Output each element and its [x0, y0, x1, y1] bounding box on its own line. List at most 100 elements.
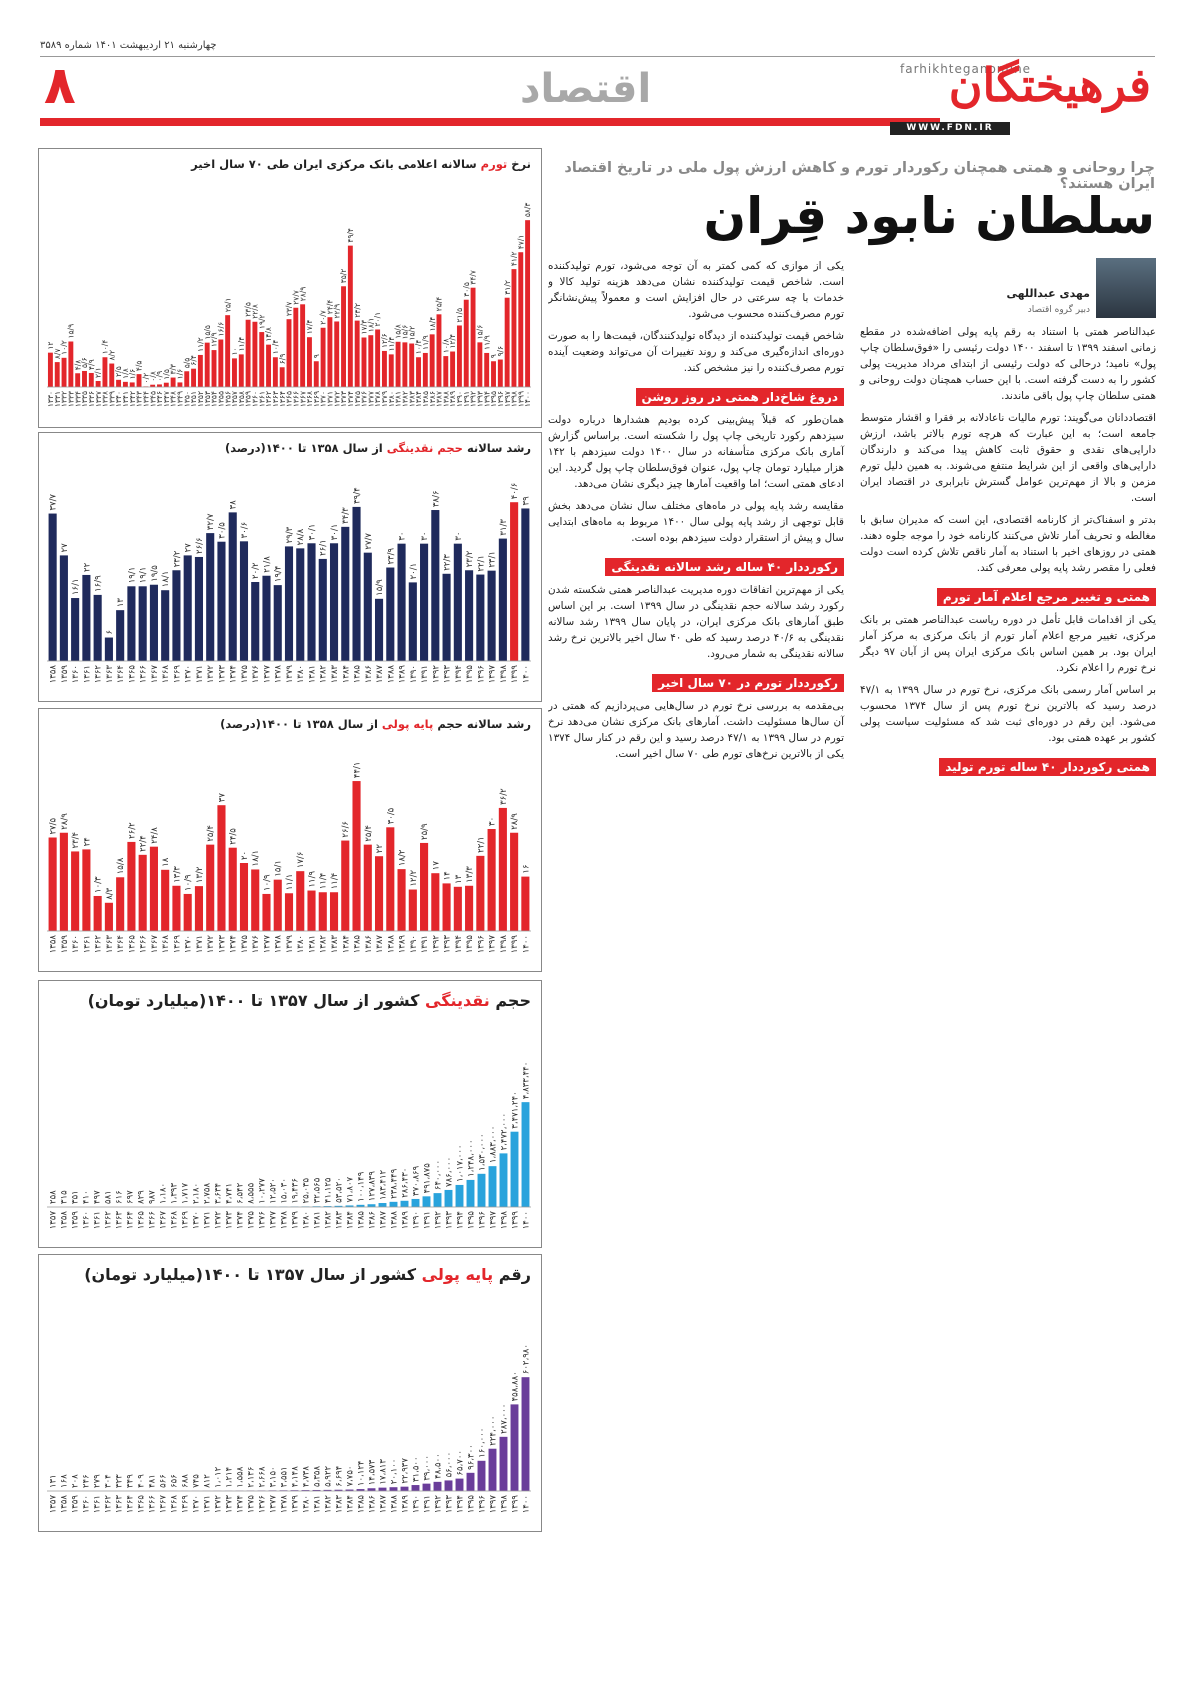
bar [389, 1487, 398, 1491]
x-tick-label: ۱۳۷۱ [202, 1495, 212, 1513]
bar [363, 552, 372, 661]
bar [184, 371, 190, 387]
data-label: ۲۸۶،۴۳۰ [400, 1168, 410, 1198]
x-tick-label: ۱۳۷۷ [268, 1495, 278, 1514]
x-tick-label: ۱۳۸۰ [301, 1495, 311, 1513]
headline: سلطان نابود قِران [703, 187, 1155, 245]
paragraph: اقتصاددانان می‌گویند: تورم مالیات ناعادل… [860, 412, 1156, 504]
x-tick-label: ۱۳۹۴ [455, 1495, 465, 1513]
x-tick-label: ۱۳۷۹ [380, 391, 389, 407]
chart-title-part: سالانه اعلامی بانک مرکزی ایران طی ۷۰ سال… [191, 157, 481, 171]
chart-title-part: از سال ۱۳۵۸ تا ۱۴۰۰(درصد) [220, 717, 382, 731]
bar [161, 869, 170, 931]
chart-title-part: تورم [480, 157, 508, 171]
author-name: مهدی عبداللهی [1006, 287, 1090, 300]
bar [122, 381, 128, 387]
bar [71, 851, 80, 931]
bar [157, 384, 162, 387]
x-tick-label: ۱۳۷۵ [246, 1211, 256, 1230]
x-tick-label: ۱۳۵۷ [230, 391, 239, 407]
x-tick-label: ۱۳۷۵ [240, 665, 250, 684]
x-tick-label: ۱۳۸۲ [319, 665, 329, 684]
data-label: ۱/۸ [121, 368, 130, 379]
data-label: ۱/۵ [162, 369, 171, 380]
chart-title: رشد سالانه حجم نقدینگی از سال ۱۳۵۸ تا ۱۴… [39, 433, 541, 455]
data-label: ۲۰/۱ [409, 563, 419, 580]
bar [386, 567, 395, 661]
x-tick-label: ۱۳۷۱ [195, 935, 205, 953]
bar [172, 885, 181, 931]
x-tick-label: ۱۳۹۰ [455, 391, 464, 407]
page-number: ۸ [44, 56, 76, 116]
data-label: ۴۸،۵۰۰ [433, 1453, 443, 1479]
x-tick-label: ۱۳۵۲ [196, 391, 205, 407]
x-tick-label: ۱۳۸۸ [389, 1495, 399, 1514]
x-tick-label: ۱۳۷۹ [285, 935, 295, 954]
x-tick-label: ۱۳۶۵ [127, 935, 137, 954]
bar [341, 286, 346, 387]
x-tick-label: ۱۳۷۳ [224, 1211, 234, 1230]
data-label: ۵۸/۳ [523, 203, 532, 218]
data-label: ۲۵/۴ [206, 825, 216, 842]
data-label: ۲۴ [82, 837, 92, 846]
bar [375, 329, 381, 387]
x-tick-label: ۱۳۹۱ [462, 391, 471, 407]
brand: فرهیختگان [948, 58, 1151, 112]
bar [400, 1486, 409, 1491]
data-label: ۱۶ [521, 864, 531, 873]
bar [266, 344, 272, 387]
x-tick-label: ۱۳۸۴ [341, 935, 351, 953]
bar [352, 781, 361, 931]
bar [397, 543, 406, 661]
bar [341, 526, 350, 661]
x-tick-label: ۱۳۹۵ [489, 391, 498, 407]
bar [138, 854, 147, 931]
x-tick-label: ۱۳۴۹ [176, 391, 185, 407]
data-label: ۱،۲۱۴ [224, 1467, 234, 1488]
x-tick-label: ۱۳۹۹ [510, 1211, 520, 1230]
x-tick-label: ۱۳۵۷ [48, 1495, 58, 1514]
data-label: ۱،۸۸۳،۰۰۰ [488, 1126, 498, 1163]
paragraph: یکی از مهم‌ترین اتفاقات دوره مدیریت عبدا… [548, 584, 845, 660]
data-label: ۳۰ [488, 817, 498, 826]
x-tick-label: ۱۳۷۶ [251, 935, 261, 953]
bar [138, 586, 147, 661]
data-label: ۱۳۱ [48, 1474, 58, 1488]
x-tick-label: ۱۳۳۸ [101, 391, 110, 407]
data-label: ۱۱/۹ [482, 335, 491, 350]
bar [476, 574, 485, 661]
x-tick-label: ۱۳۳۹ [107, 391, 116, 407]
chart-title-part: از سال ۱۳۵۸ تا ۱۴۰۰(درصد) [224, 441, 387, 455]
x-tick-label: ۱۳۵۹ [70, 1495, 80, 1514]
bar [334, 1205, 343, 1207]
x-tick-label: ۱۳۵۶ [223, 391, 232, 407]
data-label: ۱۵/۶ [475, 325, 484, 340]
data-label: ۱۵/۱ [274, 860, 284, 877]
x-tick-label: ۱۳۳۲ [60, 391, 69, 407]
x-tick-label: ۱۳۷۶ [257, 1211, 267, 1229]
data-label: ۴/۹ [87, 359, 96, 370]
data-label: ۷۱،۸۰۷ [345, 1176, 355, 1202]
data-label: ۱۹/۱ [127, 567, 137, 584]
bar [307, 543, 316, 661]
data-label: ۵،۹۲۲ [323, 1465, 333, 1486]
x-tick-label: ۱۳۶۸ [161, 935, 171, 954]
data-label: ۴۴/۱ [353, 761, 363, 778]
data-label: ۰/۸ [148, 371, 157, 382]
x-tick-label: ۱۳۴۸ [169, 391, 178, 407]
kicker: چرا روحانی و همتی همچنان رکوردار تورم و … [564, 160, 1155, 192]
x-tick-label: ۱۳۹۳ [475, 391, 484, 407]
data-label: ۱۲/۶ [380, 333, 389, 348]
chart-title-part: رشد سالانه [462, 441, 531, 455]
data-label: ۱۸/۲ [398, 849, 408, 866]
x-tick-label: ۱۳۹۱ [422, 1211, 432, 1229]
data-label: ۱۳ [116, 598, 126, 608]
data-label: ۵۶۶ [158, 1474, 168, 1488]
bar [82, 849, 91, 931]
bar [301, 1490, 310, 1491]
bar [206, 844, 215, 931]
bar [510, 1131, 519, 1207]
data-label: ۳۷ [217, 793, 227, 803]
data-label: ۳۴/۷ [469, 270, 478, 285]
